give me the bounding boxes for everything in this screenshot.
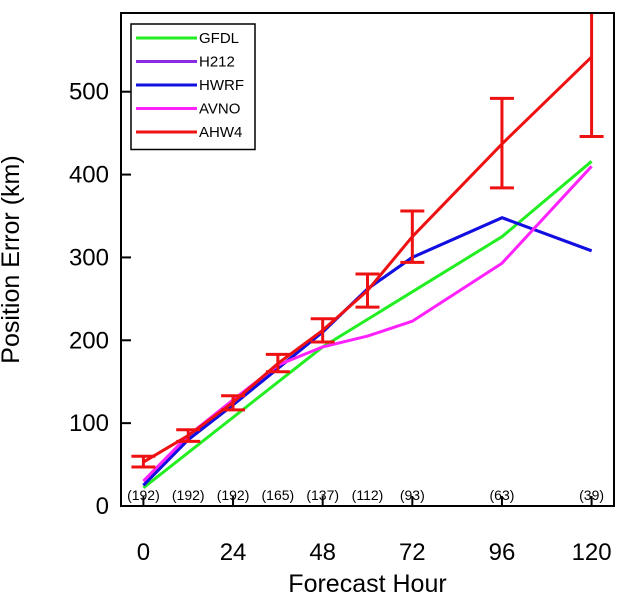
legend-item-ahw4: AHW4 — [136, 124, 242, 141]
error-bar — [400, 209, 425, 264]
sample-count-label: (112) — [352, 487, 384, 503]
y-tick-label: 500 — [69, 79, 109, 106]
legend-item-hwrf: HWRF — [136, 77, 244, 94]
legend-item-avno: AVNO — [136, 101, 240, 118]
legend-label: HWRF — [199, 77, 244, 94]
x-axis-title: Forecast Hour — [288, 570, 446, 598]
error-bar — [265, 352, 290, 374]
sample-count-label: (192) — [217, 487, 250, 503]
y-axis-title: Position Error (km) — [0, 155, 25, 363]
error-bar — [176, 428, 201, 443]
x-tick-label: 96 — [489, 539, 516, 566]
sample-count-label: (39) — [579, 487, 604, 503]
legend-item-h212: H212 — [136, 54, 235, 71]
sample-count-labels: (192) (192) (192) (165) (137) (112) (93) (63) (3… — [127, 487, 604, 503]
sample-count-label: (192) — [172, 487, 205, 503]
sample-count-label: (137) — [306, 487, 339, 503]
sample-count-label: (192) — [127, 487, 160, 503]
error-bar — [355, 272, 380, 309]
x-tick-label: 72 — [399, 539, 426, 566]
error-bar — [489, 96, 514, 190]
y-tick-label: 300 — [69, 244, 109, 271]
series-line-hwrf — [142, 216, 593, 487]
series-line-gfdl — [142, 160, 593, 489]
legend-label: AHW4 — [199, 124, 242, 141]
error-bars — [131, 13, 604, 469]
error-bar — [221, 394, 246, 412]
error-bar — [131, 454, 156, 469]
legend-box — [130, 23, 256, 151]
y-tick-label: 400 — [69, 162, 109, 189]
x-tick-label: 48 — [309, 539, 336, 566]
legend-label: AVNO — [199, 101, 240, 118]
legend-label: GFDL — [199, 30, 239, 47]
legend-item-gfdl: GFDL — [136, 30, 239, 47]
error-bar — [579, 13, 604, 138]
x-tick-label: 0 — [137, 539, 150, 566]
sample-count-label: (165) — [262, 487, 295, 503]
y-tick-label: 100 — [69, 410, 109, 437]
legend: GFDL H212 HWRF AVNO AHW4 — [130, 23, 256, 151]
x-tick-label: 24 — [220, 539, 247, 566]
y-tick-label: 200 — [69, 327, 109, 354]
axis-ticks: 0 24 48 72 96 120 0 100 200 300 400 500 — [69, 79, 612, 566]
error-bar — [310, 317, 335, 344]
sample-count-label: (63) — [490, 487, 515, 503]
sample-count-label: (93) — [400, 487, 425, 503]
x-tick-label: 120 — [572, 539, 612, 566]
series-line-h212 — [142, 216, 593, 487]
legend-label: H212 — [199, 54, 235, 71]
y-tick-label: 0 — [96, 493, 109, 520]
plot-frame — [120, 12, 615, 507]
